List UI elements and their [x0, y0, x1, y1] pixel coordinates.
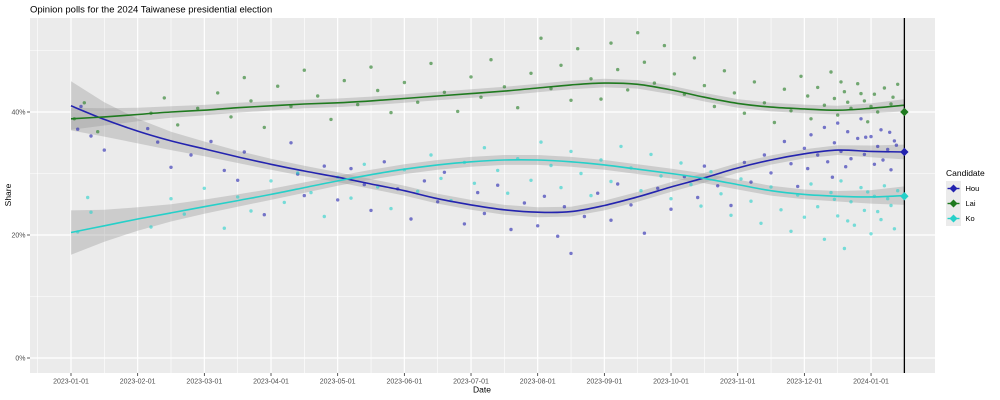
trend-line-ko [70, 158, 905, 234]
x-tick-label: 2023-09-01 [586, 379, 622, 386]
trend-line-lai [70, 82, 905, 120]
y-axis-ticks: 0% 20% 40% [11, 110, 30, 363]
trend-lines [70, 82, 905, 234]
trend-line-hou [70, 105, 905, 214]
x-axis-ticks: 2023-01-01 2023-02-01 2023-03-01 2023-04-01… [53, 373, 889, 386]
legend-title: Candidate [946, 168, 985, 178]
legend-label-lai: Lai [966, 199, 976, 208]
x-tick-label: 2023-06-01 [386, 379, 422, 386]
scatter-ko [76, 140, 900, 251]
legend-label-hou: Hou [966, 184, 980, 193]
x-tick-label: 2024-01-01 [853, 379, 889, 386]
gridlines [30, 18, 935, 373]
x-tick-label: 2023-08-01 [520, 379, 556, 386]
x-tick-label: 2023-01-01 [53, 379, 89, 386]
legend: Candidate Hou Lai Ko [946, 168, 985, 226]
legend-item-ko: Ko [946, 211, 975, 226]
legend-item-lai: Lai [946, 196, 976, 211]
x-axis-label: Date [473, 385, 491, 395]
x-tick-label: 2023-11-01 [720, 379, 755, 386]
ko-legend-diamond-icon [949, 214, 958, 223]
x-tick-label: 2023-10-01 [653, 379, 689, 386]
confidence-band-lai [71, 78, 905, 130]
x-tick-label: 2023-02-01 [120, 379, 156, 386]
confidence-band-hou [71, 81, 905, 218]
x-tick-label: 2023-03-01 [186, 379, 222, 386]
x-tick-label: 2023-05-01 [320, 379, 356, 386]
legend-label-ko: Ko [966, 214, 975, 223]
x-tick-label: 2023-07-01 [453, 379, 489, 386]
y-tick-label: 0% [15, 356, 25, 363]
y-tick-label: 40% [11, 110, 25, 117]
y-tick-label: 20% [11, 233, 25, 240]
lai-legend-diamond-icon [949, 199, 958, 208]
result-markers [900, 107, 909, 201]
hou-legend-diamond-icon [949, 184, 958, 193]
x-tick-label: 2023-12-01 [786, 379, 822, 386]
result-diamond-ko [900, 192, 909, 201]
chart-title: Opinion polls for the 2024 Taiwanese pre… [30, 5, 272, 16]
x-tick-label: 2023-04-01 [253, 379, 289, 386]
y-axis-label: Share [3, 183, 13, 206]
legend-item-hou: Hou [946, 181, 979, 196]
result-diamond-hou [900, 147, 909, 157]
plot-panel [30, 18, 935, 373]
result-diamond-lai [900, 107, 909, 117]
